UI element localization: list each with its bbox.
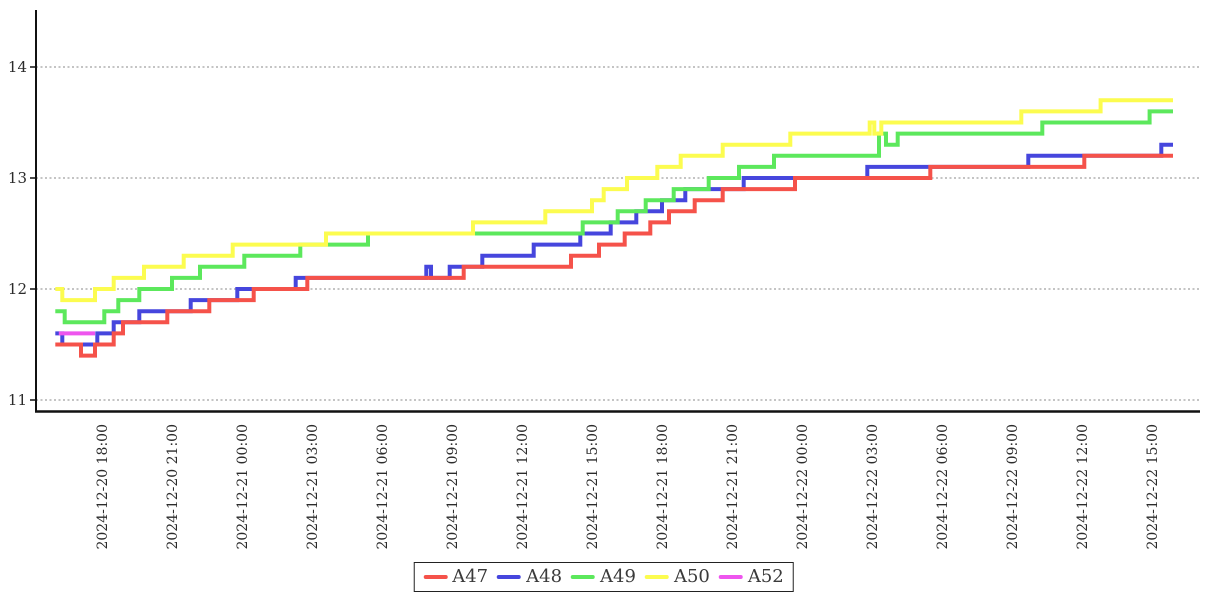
y-tick-label-14: 14 [8, 58, 27, 76]
y-tick-label-11: 11 [8, 391, 27, 409]
legend-label-a48: A48 [526, 566, 563, 587]
legend-label-a52: A52 [747, 566, 784, 587]
legend-label-a49: A49 [600, 566, 636, 587]
legend: A47 A48 A49 A50 A52 [413, 562, 794, 592]
series-line-A49 [55, 109, 1173, 325]
series-line-A47 [55, 153, 1173, 358]
x-tick-label-12: 2024-12-22 06:00 [935, 424, 951, 550]
x-tick-label-9: 2024-12-21 21:00 [725, 424, 741, 550]
x-tick-label-13: 2024-12-22 09:00 [1005, 424, 1021, 550]
legend-item-a52: A52 [718, 566, 784, 587]
x-tick-label-5: 2024-12-21 09:00 [445, 424, 461, 550]
x-tick-label-3: 2024-12-21 03:00 [305, 424, 321, 550]
y-tick-label-13: 13 [8, 169, 27, 187]
x-tick-label-1: 2024-12-20 21:00 [165, 424, 181, 550]
x-tick-label-0: 2024-12-20 18:00 [95, 424, 111, 550]
y-tick-label-12: 12 [8, 280, 27, 298]
legend-swatch-a50 [644, 575, 669, 579]
legend-swatch-a47 [423, 575, 448, 579]
x-tick-label-2: 2024-12-21 00:00 [235, 424, 251, 550]
legend-item-a50: A50 [644, 566, 710, 587]
series-line-A50 [55, 98, 1173, 303]
x-tick-label-14: 2024-12-22 12:00 [1075, 424, 1091, 550]
x-tick-label-10: 2024-12-22 00:00 [795, 424, 811, 550]
legend-swatch-a49 [571, 575, 596, 579]
legend-label-a47: A47 [452, 566, 489, 587]
x-tick-label-6: 2024-12-21 12:00 [515, 424, 531, 550]
x-tick-label-7: 2024-12-21 15:00 [585, 424, 601, 550]
legend-swatch-a48 [497, 575, 522, 579]
x-tick-label-8: 2024-12-21 18:00 [655, 424, 671, 550]
legend-swatch-a52 [718, 575, 743, 579]
legend-item-a48: A48 [497, 568, 562, 586]
x-tick-label-15: 2024-12-22 15:00 [1145, 424, 1161, 550]
x-tick-label-4: 2024-12-21 06:00 [375, 424, 391, 550]
legend-item-a47: A47 [423, 568, 488, 586]
x-tick-label-11: 2024-12-22 03:00 [865, 424, 881, 550]
legend-item-a49: A49 [571, 568, 636, 586]
legend-label-a50: A50 [673, 566, 710, 587]
